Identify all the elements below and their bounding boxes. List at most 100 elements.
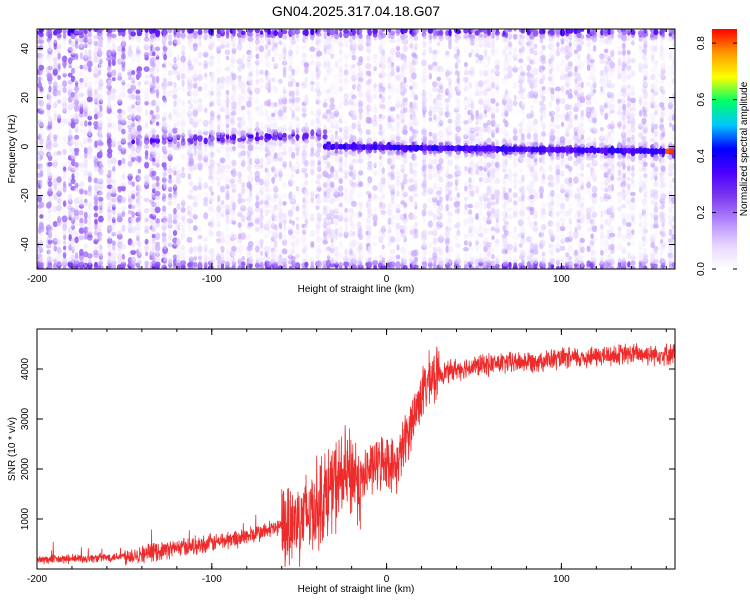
spectrogram-cell bbox=[131, 29, 136, 32]
spectrogram-cell bbox=[121, 145, 126, 151]
spectrogram-cell bbox=[163, 180, 168, 188]
spectrogram-cell bbox=[309, 67, 316, 73]
spectrogram-cell bbox=[255, 140, 260, 145]
spectrogram-cell bbox=[131, 211, 135, 219]
spectrogram-cell bbox=[447, 252, 453, 259]
spectrogram-cell bbox=[163, 243, 167, 250]
spectrogram-cell bbox=[192, 245, 198, 252]
spectrogram-cell bbox=[144, 175, 150, 181]
spectrogram-cell bbox=[381, 86, 386, 91]
spectrogram-cell bbox=[255, 189, 260, 197]
spectrogram-cell bbox=[87, 230, 93, 236]
spectrogram-cell bbox=[98, 221, 104, 228]
spectrogram-cell bbox=[254, 87, 261, 95]
spectrogram-cell bbox=[117, 58, 122, 64]
spectrogram-cell bbox=[143, 36, 150, 42]
spectrogram-cell bbox=[220, 246, 225, 251]
spectrogram-cell bbox=[74, 80, 79, 88]
spectrogram-cell bbox=[53, 177, 58, 183]
spectrogram-cell bbox=[84, 217, 88, 224]
spectrogram-cell bbox=[57, 52, 61, 60]
spectrogram-cell bbox=[74, 53, 79, 60]
spectrogram-cell bbox=[216, 29, 221, 35]
spectrogram-cell bbox=[62, 72, 67, 78]
spectrogram-cell bbox=[111, 185, 117, 191]
spectrogram-cell bbox=[155, 127, 160, 134]
spectrogram-cell bbox=[175, 259, 182, 267]
spectrogram-cell bbox=[495, 107, 500, 113]
spectrogram-cell bbox=[61, 69, 68, 75]
spectrogram-cell bbox=[402, 45, 408, 52]
spectrogram-cell bbox=[208, 105, 214, 112]
spectrogram-cell bbox=[475, 110, 479, 116]
spectrogram-cell bbox=[117, 113, 123, 120]
spectrogram-cell bbox=[152, 182, 156, 190]
spectrogram-cell bbox=[248, 196, 254, 202]
spectrogram-cell bbox=[301, 223, 308, 229]
spectrogram-cell bbox=[322, 208, 328, 216]
spectrogram-cell bbox=[486, 81, 492, 88]
spectrogram-cell bbox=[53, 62, 58, 70]
spectrogram-cell bbox=[334, 72, 339, 80]
spectrogram-cell bbox=[111, 260, 117, 266]
spectrogram-cell bbox=[57, 99, 62, 104]
spectrogram-cell bbox=[225, 261, 230, 268]
spectrogram-cell bbox=[163, 182, 167, 190]
spectrogram-cell bbox=[330, 121, 335, 128]
spectrogram-cell bbox=[116, 252, 123, 260]
spectrogram-cell bbox=[254, 158, 261, 165]
spectrogram-cell bbox=[83, 136, 89, 145]
spectrogram-cell bbox=[198, 251, 202, 258]
spectrogram-cell bbox=[112, 216, 116, 224]
spectrogram-cell bbox=[137, 252, 142, 258]
spectrogram-cell bbox=[263, 254, 270, 262]
spectrogram-cell bbox=[413, 29, 419, 34]
spectrogram-cell bbox=[322, 55, 329, 63]
spectrogram-cell bbox=[73, 171, 80, 177]
spectrogram-cell bbox=[220, 37, 225, 44]
spectrogram-cell bbox=[151, 134, 156, 140]
spectrogram-cell bbox=[467, 91, 474, 97]
spectrogram-cell bbox=[248, 78, 253, 86]
spectrogram-cell bbox=[136, 113, 140, 120]
spectrogram-cell bbox=[278, 78, 283, 84]
spectrogram-cell bbox=[83, 37, 89, 43]
spectrogram-cell bbox=[172, 254, 178, 260]
spectrogram-cell bbox=[237, 74, 242, 80]
spectrogram-cell bbox=[180, 112, 187, 120]
spectrogram-cell bbox=[93, 121, 99, 127]
spectrogram-cell bbox=[439, 212, 443, 220]
spectrogram-cell bbox=[237, 116, 243, 122]
spectrogram-cell bbox=[270, 247, 276, 253]
spectrogram-cell bbox=[282, 144, 287, 152]
spectrogram-cell bbox=[381, 38, 386, 44]
spectrogram-cell bbox=[329, 228, 335, 234]
spectrogram-cell bbox=[108, 102, 112, 109]
spectrogram-cell bbox=[273, 115, 278, 122]
spectrogram-cell bbox=[86, 37, 93, 43]
spectrogram-cell bbox=[381, 192, 386, 199]
spectrogram-cell bbox=[216, 56, 221, 65]
spectrogram-cell bbox=[273, 61, 278, 67]
spectrogram-cell bbox=[151, 201, 157, 208]
spectrogram-cell bbox=[78, 195, 84, 202]
spectrogram-cell bbox=[143, 179, 150, 186]
spectrogram-cell bbox=[108, 244, 112, 251]
spectrogram-cell bbox=[241, 182, 246, 188]
spectrogram-cell bbox=[254, 97, 261, 103]
spectrogram-cell bbox=[273, 129, 278, 135]
spectrogram-cell bbox=[282, 70, 287, 78]
spectrogram-cell bbox=[38, 58, 42, 67]
spectrogram-cell bbox=[106, 43, 112, 49]
spectrogram-cell bbox=[338, 102, 343, 110]
spectrogram-cell bbox=[323, 235, 328, 244]
spectrogram-cell bbox=[181, 100, 186, 106]
spectrogram-cell bbox=[46, 195, 51, 202]
spectrogram-cell bbox=[79, 217, 84, 224]
spectrogram-cell bbox=[193, 208, 198, 217]
spectrogram-cell bbox=[273, 186, 279, 192]
spectrogram-cell bbox=[83, 257, 88, 263]
spectrogram-cell bbox=[282, 147, 287, 153]
spectrogram-cell bbox=[358, 107, 364, 114]
spectrogram-cell bbox=[323, 128, 328, 135]
